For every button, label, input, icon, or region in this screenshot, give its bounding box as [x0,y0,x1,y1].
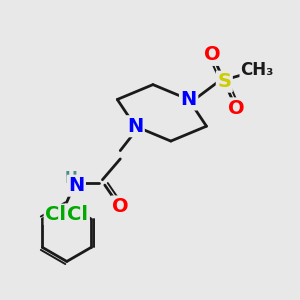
Text: N: N [127,117,143,136]
Text: O: O [228,99,244,118]
Text: S: S [217,72,231,91]
Text: N: N [181,90,197,109]
Text: N: N [68,176,84,195]
Text: Cl: Cl [68,205,88,224]
Text: O: O [112,197,129,216]
Text: CH₃: CH₃ [240,61,274,79]
Text: O: O [204,45,221,64]
Text: Cl: Cl [45,205,66,224]
Text: H: H [65,171,78,186]
